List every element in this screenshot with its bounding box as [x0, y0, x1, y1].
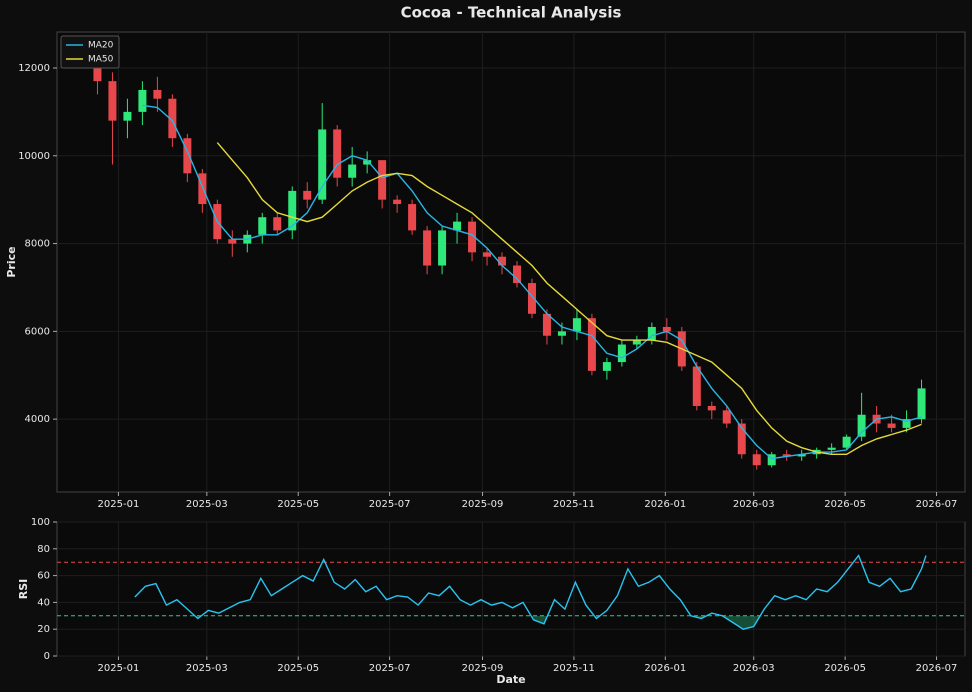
candle-body [228, 239, 237, 244]
candle-body [737, 423, 746, 455]
y-tick-label: 20 [37, 624, 50, 635]
candle-body [842, 436, 851, 448]
x-tick-label: 2026-07 [916, 663, 958, 674]
candle-body [767, 454, 776, 466]
x-tick-label: 2025-07 [369, 663, 411, 674]
legend-label: MA20 [88, 41, 114, 51]
y-tick-label: 80 [37, 544, 50, 555]
y-tick-label: 10000 [18, 151, 50, 162]
x-tick-label: 2026-05 [824, 663, 866, 674]
candle-body [483, 252, 492, 257]
y-tick-label: 8000 [25, 239, 50, 250]
candle-body [557, 331, 566, 336]
candle-body [333, 129, 342, 178]
x-tick-label: 2025-09 [462, 499, 504, 510]
x-tick-label: 2025-01 [98, 499, 140, 510]
x-tick-label: 2026-01 [644, 499, 686, 510]
x-tick-label: 2025-05 [277, 663, 319, 674]
x-tick-label: 2026-07 [916, 499, 958, 510]
candle-body [827, 447, 836, 450]
candle-body [198, 173, 207, 205]
y-tick-label: 100 [31, 517, 50, 528]
x-tick-label: 2025-05 [277, 499, 319, 510]
x-tick-label: 2026-05 [824, 499, 866, 510]
x-tick-label: 2025-11 [553, 663, 595, 674]
x-tick-label: 2025-07 [369, 499, 411, 510]
candle-body [393, 199, 402, 205]
candle-body [782, 454, 791, 457]
candle-body [857, 414, 866, 437]
candle-body [93, 59, 102, 82]
candle-body [707, 405, 716, 411]
x-tick-label: 2025-09 [462, 663, 504, 674]
y-tick-label: 12000 [18, 63, 50, 74]
candle-body [902, 419, 911, 428]
candle-body [348, 164, 357, 178]
x-tick-label: 2026-03 [733, 499, 775, 510]
candle-body [123, 111, 132, 121]
y-axis-label: RSI [17, 579, 30, 600]
y-tick-label: 0 [44, 651, 50, 662]
candle-body [288, 190, 297, 231]
candle-body [498, 256, 507, 266]
candle-body [363, 160, 372, 165]
candle-body [797, 454, 806, 457]
candle-body [752, 454, 761, 466]
candle-body [438, 230, 447, 266]
candle-body [378, 160, 387, 200]
x-axis-label: Date [496, 673, 525, 686]
ma-line [216, 142, 922, 455]
y-tick-label: 40 [37, 597, 50, 608]
x-tick-label: 2026-03 [733, 663, 775, 674]
candle-body [512, 265, 521, 284]
candle-body [647, 326, 656, 341]
candle-body [303, 190, 312, 200]
candle-body [258, 217, 267, 235]
candle-body [453, 221, 462, 231]
candle-body [318, 129, 327, 200]
candle-body [542, 313, 551, 336]
rsi-line [134, 554, 927, 630]
candle-body [153, 89, 162, 99]
chart-title: Cocoa - Technical Analysis [401, 4, 622, 22]
legend-label: MA50 [88, 55, 114, 65]
x-tick-label: 2026-01 [644, 663, 686, 674]
candle-body [587, 318, 596, 371]
y-tick-label: 6000 [25, 326, 50, 337]
candle-body [423, 230, 432, 266]
candle-body [273, 217, 282, 231]
x-tick-label: 2025-11 [553, 499, 595, 510]
candle-body [108, 81, 117, 121]
candle-body [692, 366, 701, 406]
candle-body [617, 344, 626, 363]
x-tick-label: 2025-03 [186, 663, 228, 674]
candle-body [572, 318, 581, 332]
y-tick-label: 4000 [25, 414, 50, 425]
candle-body [168, 98, 177, 139]
candle-body [468, 221, 477, 253]
candle-body [662, 326, 671, 332]
x-tick-label: 2025-03 [186, 499, 228, 510]
candle-body [632, 340, 641, 345]
candle-body [602, 362, 611, 371]
candle-body [887, 423, 896, 428]
legend-box [60, 35, 120, 69]
candle-body [183, 138, 192, 174]
x-tick-label: 2025-01 [98, 663, 140, 674]
y-tick-label: 60 [37, 571, 50, 582]
candle-body [917, 388, 926, 420]
plot-area [56, 31, 966, 493]
y-axis-label: Price [5, 246, 18, 277]
ma-line [142, 104, 922, 460]
candle-body [138, 89, 147, 112]
candle-body [722, 410, 731, 424]
plot-area [56, 521, 966, 657]
candle-body [408, 204, 417, 231]
candle-body [527, 283, 536, 314]
